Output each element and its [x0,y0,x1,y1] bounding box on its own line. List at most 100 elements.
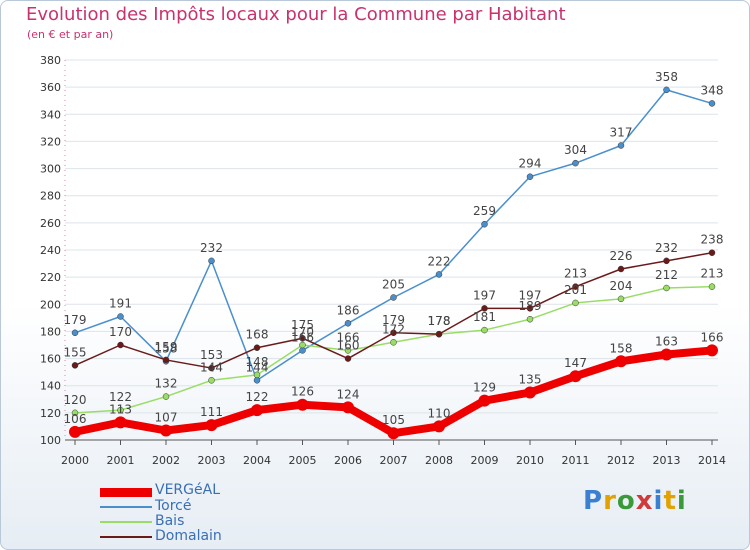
data-label: 107 [155,411,178,425]
data-label: 126 [291,385,314,399]
x-tick-label: 2009 [471,454,499,467]
data-label: 238 [701,233,724,247]
y-tick-label: 120 [40,407,61,420]
data-label: 197 [473,288,496,302]
y-tick-label: 340 [40,108,61,121]
x-tick-label: 2003 [198,454,226,467]
data-point [481,220,488,228]
chart-title: Evolution des Impôts locaux pour la Comm… [26,4,566,25]
data-label: 358 [655,70,678,84]
data-label: 213 [701,267,724,281]
data-point [617,295,625,303]
x-tick-label: 2005 [289,454,317,467]
data-label: 166 [337,330,360,344]
y-tick-label: 160 [40,353,61,366]
data-label: 113 [109,402,132,416]
data-point [617,142,625,149]
data-label: 122 [246,390,269,404]
data-point [342,401,354,414]
y-tick-label: 220 [40,271,61,284]
data-label: 166 [701,330,724,344]
data-point [162,356,170,364]
data-point [208,364,215,372]
data-label: 159 [155,340,178,354]
data-point [208,257,215,265]
data-point [572,299,579,307]
data-point [481,305,488,312]
data-label: 178 [428,314,451,328]
x-tick-label: 2002 [152,454,180,467]
y-tick-label: 380 [40,54,61,67]
data-point [117,406,124,414]
data-label: 106 [64,412,87,426]
data-point [117,313,124,320]
data-label: 148 [246,355,269,369]
data-point [390,339,397,346]
data-point [114,416,127,429]
data-point [299,341,306,349]
data-point [615,355,627,368]
data-label: 147 [564,356,587,370]
data-label: 160 [337,339,360,353]
data-point [71,329,79,337]
data-label: 212 [655,268,678,282]
x-tick-label: 2001 [107,454,135,467]
x-tick-label: 2000 [61,454,89,467]
data-label: 170 [291,325,314,339]
data-label: 122 [109,390,132,404]
data-label: 259 [473,204,496,218]
y-tick-label: 300 [40,163,61,176]
data-point [569,370,582,383]
chart-subtitle: (en € et par an) [27,28,114,41]
legend-swatch-torce [100,506,152,508]
y-tick-label: 100 [40,434,61,447]
data-point [572,159,579,167]
data-label: 124 [337,387,360,401]
legend-label-bais: Bais [155,513,185,529]
data-label: 166 [291,330,314,344]
legend-label-domalain: Domalain [155,528,222,544]
data-label: 153 [200,348,223,362]
data-point [162,393,170,400]
data-point [344,320,352,327]
data-label: 158 [155,341,178,355]
legend-swatch-domalain [100,536,152,538]
x-tick-label: 2011 [562,454,590,467]
data-label: 129 [473,381,496,395]
data-label: 317 [610,126,633,140]
data-label: 175 [291,318,314,332]
logo-letter: x [635,486,654,516]
proxiti-logo: Proxiti [583,486,687,516]
data-point [71,362,79,369]
data-point [663,257,670,265]
data-label: 172 [382,322,405,336]
data-point [526,305,534,312]
data-label: 168 [246,328,269,342]
y-tick-label: 360 [40,81,61,94]
x-tick-label: 2012 [607,454,635,467]
data-label: 197 [519,288,542,302]
x-tick-label: 2004 [243,454,271,467]
data-point [390,294,397,301]
data-point [481,326,488,334]
data-point [660,348,673,361]
data-point [663,86,670,94]
data-label: 191 [109,297,132,311]
data-point [299,334,306,342]
data-label: 304 [564,143,587,157]
logo-letter: i [653,486,664,516]
data-point [253,371,261,379]
data-point [387,427,400,440]
data-point [708,283,716,290]
data-label: 132 [155,377,178,391]
y-tick-label: 320 [40,135,61,148]
data-label: 294 [519,157,542,171]
data-label: 348 [701,83,724,97]
data-point [251,404,263,417]
data-point [617,265,625,273]
data-point [253,344,261,351]
data-point [160,424,172,437]
legend-swatch-bais [100,521,152,523]
data-label: 204 [610,279,633,293]
data-label: 226 [610,249,633,263]
